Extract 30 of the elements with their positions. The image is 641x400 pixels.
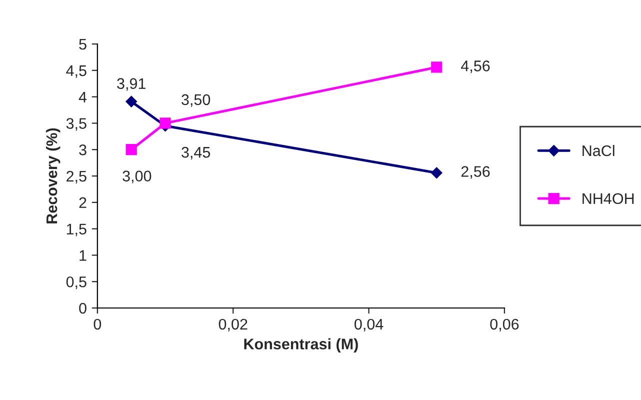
x-axis-title: Konsentrasi (M)	[244, 338, 358, 352]
point	[126, 144, 137, 156]
legend-label: NH4OH	[582, 193, 634, 204]
data-label: 3,91	[117, 78, 146, 91]
data-label: 3,45	[182, 146, 210, 160]
y-tick-label: 4	[78, 92, 87, 102]
y-axis-title: Recovery (%)	[46, 128, 60, 224]
x-tick-label: 0,04	[354, 318, 384, 332]
data-label: 2,56	[461, 166, 490, 179]
y-tick-label: 0	[79, 302, 86, 314]
data-label: 3,00	[122, 170, 152, 184]
point	[160, 118, 171, 129]
y-tick-label: 0,5	[66, 276, 86, 290]
point	[431, 167, 442, 178]
x-tick-label: 0	[94, 318, 102, 330]
data-label: 4,56	[461, 60, 490, 74]
y-tick-label: 2	[79, 197, 86, 208]
legend-label: NaCl	[582, 144, 614, 156]
y-tick-label: 4,5	[66, 65, 86, 78]
point	[431, 62, 442, 73]
x-tick-label: 0,02	[218, 318, 248, 332]
y-tick-label: 1,5	[66, 224, 86, 236]
point	[126, 96, 137, 108]
x-tick-label: 0,06	[490, 318, 519, 332]
y-tick-label: 1	[80, 250, 86, 261]
y-tick-label: 3	[79, 144, 86, 156]
data-label: 3,50	[182, 94, 210, 107]
y-tick-label: 2,5	[66, 170, 86, 184]
y-tick-label: 3,5	[66, 118, 86, 131]
y-tick-label: 5	[79, 39, 86, 50]
